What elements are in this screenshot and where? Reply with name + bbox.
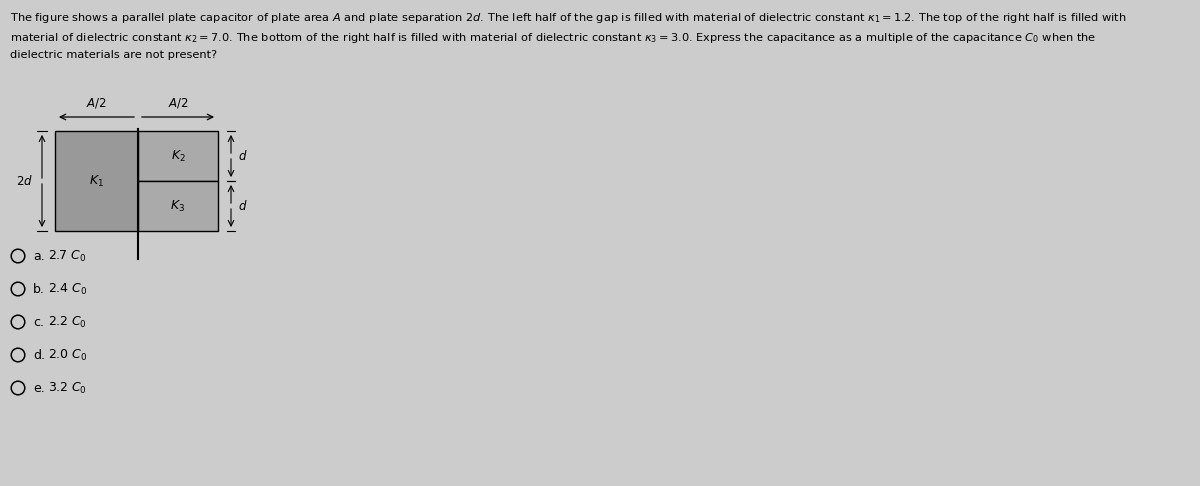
Text: $K_2$: $K_2$ — [170, 148, 186, 164]
Text: $d$: $d$ — [238, 199, 247, 213]
Text: 2.0 $C_0$: 2.0 $C_0$ — [48, 347, 88, 363]
Text: 3.2 $C_0$: 3.2 $C_0$ — [48, 381, 86, 396]
Text: material of dielectric constant $\kappa_2 = 7.0$. The bottom of the right half i: material of dielectric constant $\kappa_… — [10, 31, 1097, 45]
Text: d.: d. — [32, 348, 46, 362]
Text: a.: a. — [32, 249, 44, 262]
Bar — [138, 131, 218, 181]
Text: c.: c. — [32, 315, 44, 329]
Text: dielectric materials are not present?: dielectric materials are not present? — [10, 50, 217, 60]
Text: The figure shows a parallel plate capacitor of plate area $A$ and plate separati: The figure shows a parallel plate capaci… — [10, 11, 1127, 25]
Text: $K_3$: $K_3$ — [170, 198, 186, 213]
Text: 2.7 $C_0$: 2.7 $C_0$ — [48, 248, 86, 263]
Text: $2d$: $2d$ — [16, 174, 34, 188]
Text: $A/2$: $A/2$ — [86, 96, 107, 110]
Text: $d$: $d$ — [238, 149, 247, 163]
Text: b.: b. — [32, 282, 44, 295]
Text: 2.4 $C_0$: 2.4 $C_0$ — [48, 281, 88, 296]
Text: $K_1$: $K_1$ — [89, 174, 104, 189]
Text: 2.2 $C_0$: 2.2 $C_0$ — [48, 314, 86, 330]
Text: e.: e. — [32, 382, 44, 395]
Bar — [55, 131, 138, 231]
Bar — [138, 181, 218, 231]
Text: $A/2$: $A/2$ — [168, 96, 188, 110]
